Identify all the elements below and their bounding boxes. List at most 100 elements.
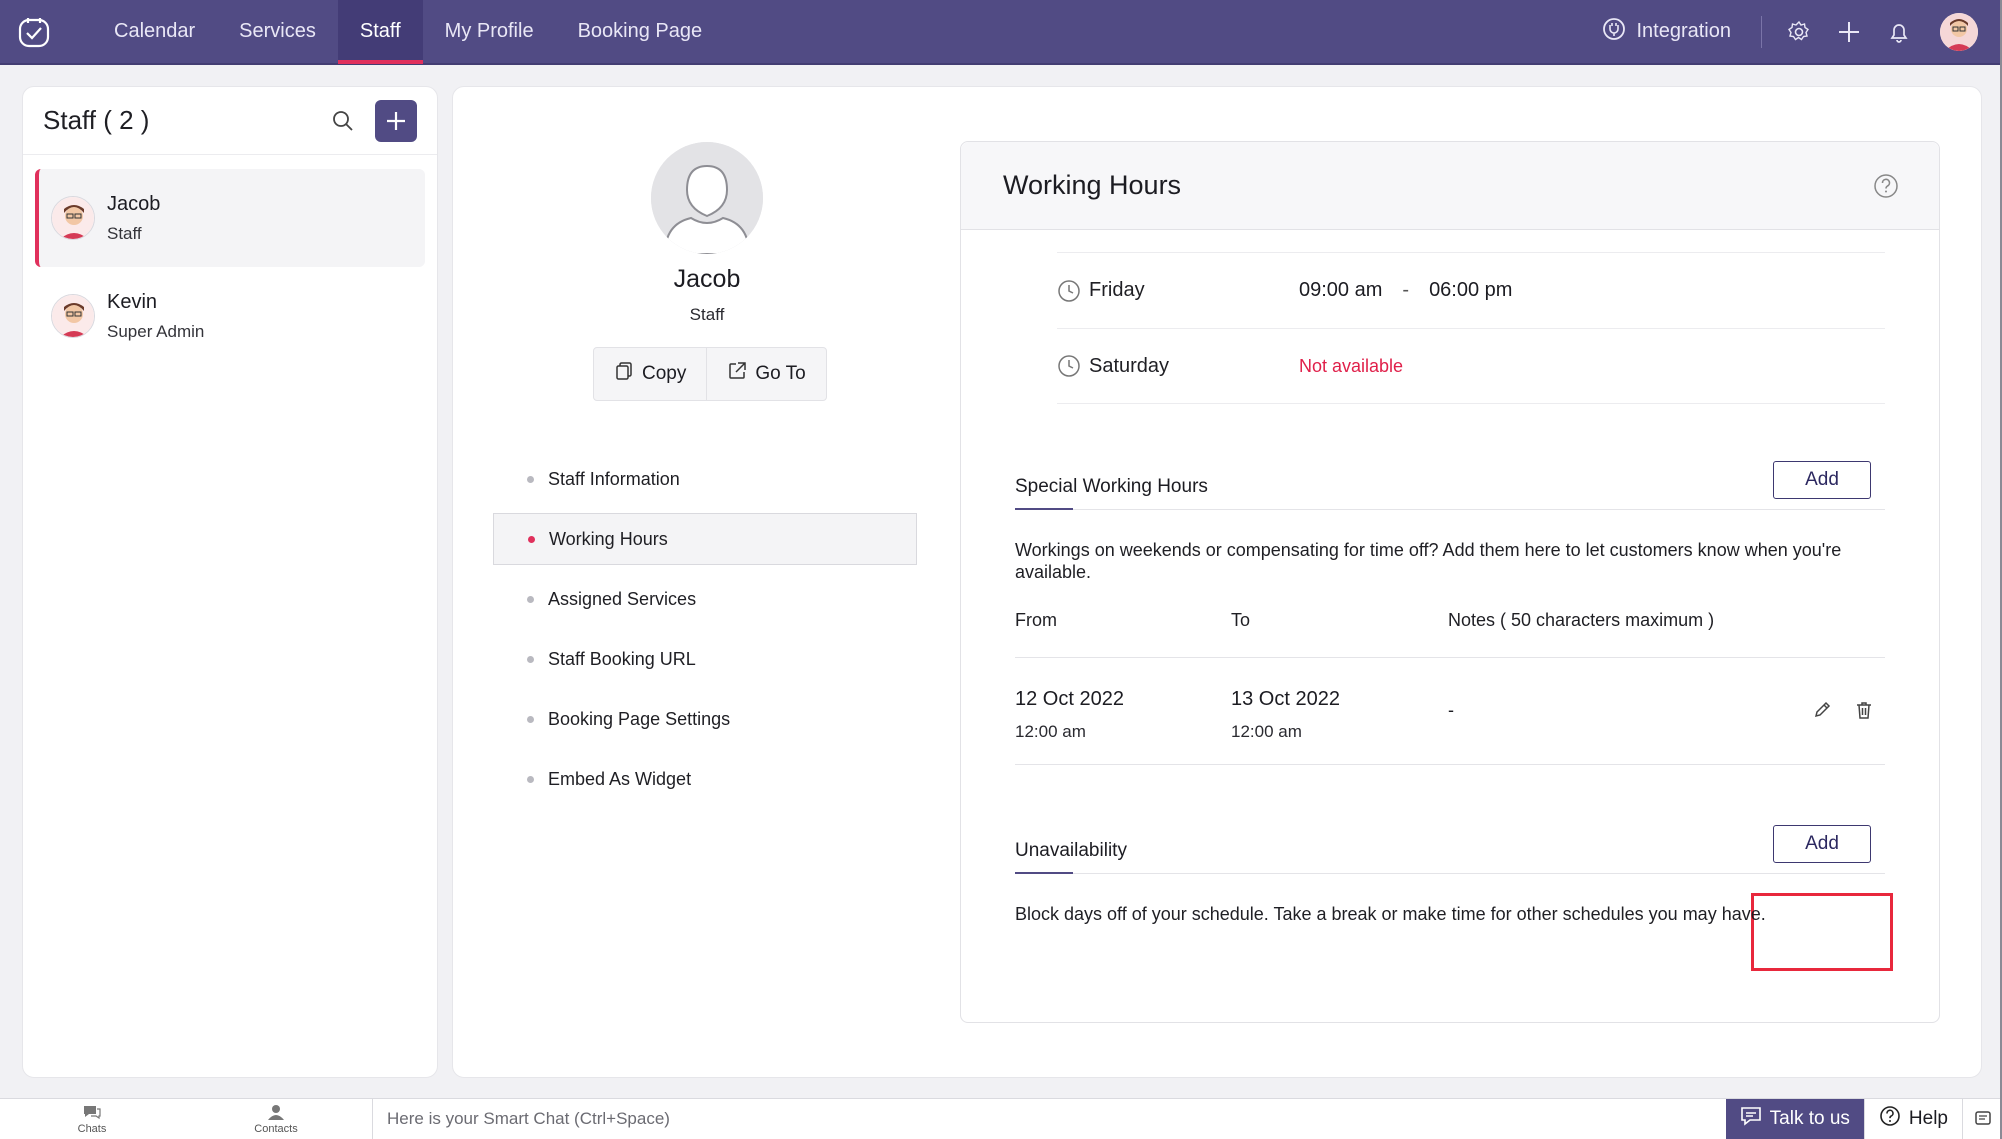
highlight-annotation bbox=[1751, 893, 1893, 971]
day-row-saturday: Saturday Not available bbox=[1057, 328, 1885, 404]
unavailability-description: Block days off of your schedule. Take a … bbox=[1015, 904, 1766, 924]
help-button[interactable]: Help bbox=[1863, 1098, 1962, 1139]
unavailability-title: Unavailability bbox=[1015, 840, 1127, 861]
column-header-notes: Notes ( 50 characters maximum ) bbox=[1448, 610, 1715, 630]
menu-bullet bbox=[527, 475, 534, 483]
staff-list-item-kevin[interactable]: Kevin Super Admin bbox=[35, 267, 425, 365]
menu-assigned-services[interactable]: Assigned Services bbox=[493, 573, 917, 625]
working-hours-card: Working Hours Friday 09:00 am - 06:00 pm… bbox=[960, 141, 1940, 1023]
avatar bbox=[51, 196, 95, 240]
menu-label: Staff Information bbox=[548, 468, 680, 489]
from-time: 12:00 am bbox=[1015, 722, 1086, 741]
staff-list-item-jacob[interactable]: Jacob Staff bbox=[35, 169, 425, 267]
menu-booking-page-settings[interactable]: Booking Page Settings bbox=[493, 693, 917, 745]
feedback-icon[interactable] bbox=[1962, 1098, 2002, 1139]
section-divider bbox=[1015, 508, 1885, 510]
menu-bullet bbox=[527, 595, 534, 603]
menu-label: Embed As Widget bbox=[548, 768, 692, 789]
day-name: Friday bbox=[1089, 279, 1145, 301]
staff-panel-title: Staff ( 2 ) bbox=[43, 105, 150, 135]
search-icon[interactable] bbox=[329, 107, 357, 135]
table-divider bbox=[1015, 657, 1885, 658]
column-header-to: To bbox=[1231, 610, 1251, 630]
nav-calendar[interactable]: Calendar bbox=[114, 20, 196, 42]
help-circle-icon bbox=[1879, 1105, 1901, 1133]
staff-item-text: Jacob Staff bbox=[107, 193, 160, 244]
profile-role: Staff bbox=[689, 305, 725, 324]
menu-staff-booking-url[interactable]: Staff Booking URL bbox=[493, 633, 917, 685]
top-right-actions: Integration bbox=[1602, 0, 2002, 64]
delete-trash-icon[interactable] bbox=[1854, 700, 1876, 722]
time-separator: - bbox=[1402, 279, 1410, 301]
menu-embed-as-widget[interactable]: Embed As Widget bbox=[493, 753, 917, 805]
menu-bullet bbox=[527, 715, 534, 723]
chat-bubble-icon bbox=[1740, 1106, 1762, 1132]
staff-settings-menu: Staff Information Working Hours Assigned… bbox=[493, 453, 917, 813]
external-link-icon bbox=[727, 361, 747, 387]
talk-to-us-label: Talk to us bbox=[1769, 1108, 1850, 1129]
window-edge bbox=[2000, 0, 2002, 1139]
contacts-label: Contacts bbox=[254, 1122, 298, 1135]
copy-button[interactable]: Copy bbox=[594, 348, 706, 400]
integration-label: Integration bbox=[1636, 20, 1731, 42]
not-available-status[interactable]: Not available bbox=[1299, 355, 1404, 376]
nav-staff[interactable]: Staff bbox=[337, 0, 423, 64]
notification-bell-icon[interactable] bbox=[1886, 19, 1912, 45]
user-avatar[interactable] bbox=[1940, 12, 1978, 51]
special-working-hours-title: Special Working Hours bbox=[1015, 476, 1208, 497]
nav-booking-page[interactable]: Booking Page bbox=[577, 20, 703, 42]
add-staff-button[interactable] bbox=[375, 99, 417, 142]
add-unavailability-button[interactable]: Add bbox=[1773, 825, 1871, 863]
app-logo-icon[interactable] bbox=[14, 12, 54, 52]
top-nav-bar: Calendar Services Staff My Profile Booki… bbox=[0, 0, 2002, 65]
smart-chat-input[interactable]: Here is your Smart Chat (Ctrl+Space) bbox=[372, 1098, 1726, 1139]
staff-name: Jacob bbox=[107, 192, 161, 215]
menu-label: Working Hours bbox=[549, 528, 668, 549]
menu-working-hours[interactable]: Working Hours bbox=[493, 513, 917, 565]
contacts-icon bbox=[267, 1104, 285, 1123]
nav-services[interactable]: Services bbox=[239, 20, 316, 42]
profile-action-group: Copy Go To bbox=[593, 347, 827, 401]
help-question-icon[interactable] bbox=[1873, 173, 1899, 199]
column-header-from: From bbox=[1015, 610, 1057, 630]
copy-label: Copy bbox=[642, 363, 687, 384]
menu-staff-information[interactable]: Staff Information bbox=[493, 453, 917, 505]
chats-icon bbox=[82, 1104, 102, 1123]
add-special-hours-button[interactable]: Add bbox=[1773, 461, 1871, 499]
day-end-time[interactable]: 06:00 pm bbox=[1429, 279, 1513, 301]
to-date: 13 Oct 2022 bbox=[1231, 688, 1340, 710]
chats-tab[interactable]: Chats bbox=[0, 1099, 184, 1139]
from-date: 12 Oct 2022 bbox=[1015, 688, 1124, 710]
day-start-time[interactable]: 09:00 am bbox=[1299, 279, 1383, 301]
profile-name: Jacob bbox=[673, 265, 741, 293]
menu-bullet bbox=[527, 655, 534, 663]
edit-pencil-icon[interactable] bbox=[1812, 700, 1834, 722]
staff-panel-header: Staff ( 2 ) bbox=[23, 87, 437, 155]
staff-list-panel: Staff ( 2 ) Jacob Staff Kevin Super Admi… bbox=[22, 86, 438, 1078]
section-divider bbox=[1015, 872, 1885, 874]
staff-role: Super Admin bbox=[107, 321, 205, 341]
main-nav: Calendar Services Staff My Profile Booki… bbox=[92, 0, 724, 64]
add-plus-icon[interactable] bbox=[1836, 19, 1862, 45]
go-to-label: Go To bbox=[755, 363, 806, 384]
go-to-button[interactable]: Go To bbox=[706, 348, 825, 400]
day-name: Saturday bbox=[1089, 354, 1170, 377]
nav-my-profile[interactable]: My Profile bbox=[444, 20, 534, 42]
chats-label: Chats bbox=[77, 1122, 107, 1135]
profile-avatar[interactable] bbox=[651, 142, 763, 254]
avatar bbox=[51, 294, 95, 338]
talk-to-us-button[interactable]: Talk to us bbox=[1725, 1098, 1864, 1139]
contacts-tab[interactable]: Contacts bbox=[184, 1099, 368, 1139]
notes-value: - bbox=[1448, 700, 1454, 720]
integration-button[interactable]: Integration bbox=[1602, 15, 1762, 48]
menu-label: Assigned Services bbox=[548, 588, 697, 609]
settings-gear-icon[interactable] bbox=[1786, 19, 1812, 45]
staff-name: Kevin bbox=[107, 290, 158, 313]
clock-icon bbox=[1057, 279, 1081, 303]
integration-icon bbox=[1602, 17, 1626, 47]
bottom-chat-bar: Chats Contacts Here is your Smart Chat (… bbox=[0, 1098, 2002, 1139]
menu-bullet bbox=[528, 535, 535, 543]
staff-detail-panel: Jacob Staff Copy Go To Staff Information… bbox=[452, 86, 1982, 1078]
staff-item-text: Kevin Super Admin bbox=[107, 291, 204, 342]
day-row-friday: Friday 09:00 am - 06:00 pm bbox=[1057, 252, 1885, 328]
